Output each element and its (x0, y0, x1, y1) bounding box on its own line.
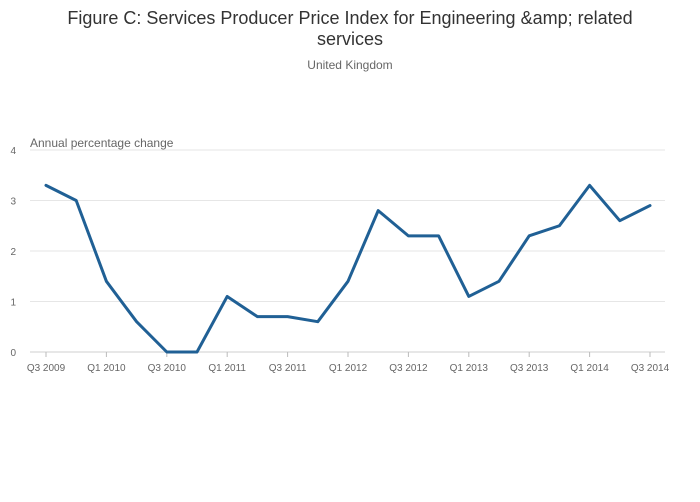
y-axis-label: Annual percentage change (30, 136, 174, 150)
x-tick-label: Q1 2014 (570, 363, 609, 374)
data-point (194, 349, 200, 355)
y-tick-label: 2 (10, 247, 16, 258)
x-tick-label: Q3 2012 (389, 363, 428, 374)
x-tick-label: Q3 2013 (510, 363, 549, 374)
data-point (466, 293, 472, 299)
y-tick-label: 1 (10, 298, 16, 309)
data-point (73, 198, 79, 204)
data-point (134, 319, 140, 325)
y-tick-label: 3 (10, 197, 16, 208)
x-tick-label: Q3 2009 (27, 363, 66, 374)
x-tick-label: Q1 2010 (87, 363, 126, 374)
data-point (587, 182, 593, 188)
series-layer (43, 182, 653, 355)
data-point (556, 223, 562, 229)
data-point (315, 319, 321, 325)
data-point (164, 349, 170, 355)
data-point (345, 278, 351, 284)
series-line (44, 183, 652, 354)
chart-subtitle: United Kingdom (307, 58, 392, 72)
x-tick-label: Q1 2011 (208, 363, 246, 374)
x-tick-label: Q3 2011 (269, 363, 307, 374)
data-point (375, 208, 381, 214)
chart-title-line-2: services (317, 29, 383, 49)
y-tick-label: 4 (10, 146, 16, 157)
data-point (647, 203, 653, 209)
data-point (436, 233, 442, 239)
data-point (496, 278, 502, 284)
gridlines (30, 149, 665, 353)
data-point (285, 314, 291, 320)
x-tick-label: Q3 2014 (631, 363, 670, 374)
data-point (405, 233, 411, 239)
data-point (254, 314, 260, 320)
data-point (103, 278, 109, 284)
chart-title-line-1: Figure C: Services Producer Price Index … (67, 8, 632, 28)
x-tick-label: Q1 2013 (450, 363, 489, 374)
y-tick-labels: 0 1 2 3 4 (10, 146, 16, 359)
data-point (526, 233, 532, 239)
data-point (224, 293, 230, 299)
x-tick-label: Q1 2012 (329, 363, 368, 374)
x-tick-labels: Q3 2009 Q1 2010 Q3 2010 Q1 2011 Q3 2011 Q1 20… (27, 352, 670, 374)
x-tick-label: Q3 2010 (148, 363, 187, 374)
y-tick-label: 0 (10, 348, 16, 359)
data-point (617, 218, 623, 224)
data-point (43, 182, 49, 188)
